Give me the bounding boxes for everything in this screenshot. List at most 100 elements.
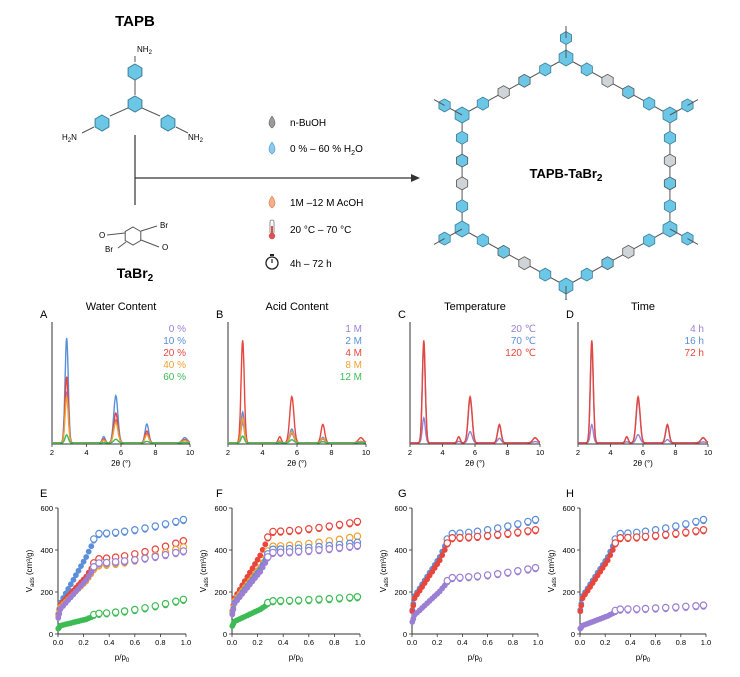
- panel-letter: H: [566, 488, 574, 500]
- svg-text:n-BuOH: n-BuOH: [290, 118, 326, 129]
- legend-entry: 4 M: [345, 348, 362, 359]
- desorption-point: [179, 595, 188, 604]
- y-tick-label: 200: [214, 588, 227, 597]
- legend-entry: 72 h: [685, 348, 704, 359]
- desorption-point: [161, 520, 170, 528]
- series-line: [52, 376, 191, 444]
- tapb-structure: NH2 H2N NH2: [62, 45, 204, 144]
- desorption-point: [624, 605, 632, 613]
- desorption-point: [325, 522, 334, 531]
- x-tick-label: 6: [641, 448, 645, 457]
- y-tick-label: 0: [49, 630, 53, 639]
- thermometer-icon: [268, 219, 276, 240]
- svg-text:4h – 72 h: 4h – 72 h: [290, 259, 332, 270]
- adsorption-point: [70, 576, 77, 583]
- condition-4: 20 °C – 70 °C: [268, 219, 351, 240]
- desorption-point: [513, 528, 522, 537]
- adsorption-point: [75, 567, 82, 574]
- desorption-point: [651, 531, 660, 540]
- desorption-point: [294, 547, 303, 556]
- desorption-point: [315, 595, 323, 604]
- adsorption-point: [80, 558, 87, 565]
- svg-text:0 % – 60 % H2O: 0 % – 60 % H2O: [290, 144, 363, 157]
- adsorption-point: [56, 610, 63, 617]
- desorption-point: [141, 554, 149, 563]
- desorption-point: [151, 545, 160, 554]
- adsorption-point: [252, 561, 258, 567]
- series-line: [52, 391, 191, 444]
- legend-entry: 16 h: [685, 336, 704, 347]
- desorption-point: [304, 595, 313, 604]
- desorption-point: [661, 524, 670, 532]
- x-tick-label: 10: [704, 448, 712, 457]
- desorption-point: [294, 526, 303, 534]
- adsorption-point: [85, 548, 92, 555]
- desorption-point: [161, 599, 170, 608]
- desorption-point: [335, 520, 344, 529]
- desorption-point: [90, 535, 98, 543]
- desorption-point: [524, 527, 532, 535]
- desorption-point: [315, 545, 323, 554]
- desorption-point: [120, 557, 129, 565]
- desorption-point: [503, 529, 512, 538]
- legend-entry: 20 %: [163, 348, 186, 359]
- desorption-point: [304, 546, 313, 555]
- y-tick-label: 600: [562, 504, 575, 513]
- panel-title: Acid Content: [266, 301, 329, 313]
- y-tick-label: 0: [403, 630, 407, 639]
- desorption-point: [353, 541, 362, 550]
- adsorption-point: [436, 557, 443, 564]
- panel-G: G 0.0 0.2 0.4 0.6 0.8 1.0 p/p0 0 200 400 600 Vads (c…: [379, 488, 543, 664]
- desorption-point: [524, 517, 532, 526]
- x-axis-label: p/p0: [115, 653, 130, 664]
- y-tick-label: 400: [40, 546, 53, 555]
- panel-A: A Water Content 2 4 6 8 10 2θ (°) 0 %10 %20 %40 …: [40, 301, 194, 468]
- x-tick-label: 8: [505, 448, 509, 457]
- desorption-point: [151, 522, 160, 530]
- desorption-point: [269, 527, 277, 536]
- desorption-point: [276, 596, 285, 605]
- x-tick-label: 8: [329, 448, 333, 457]
- adsorption-point: [609, 547, 616, 553]
- desorption-point: [483, 531, 492, 540]
- desorption-point: [531, 525, 540, 534]
- desorption-point: [151, 602, 160, 610]
- panel-letter: E: [40, 488, 47, 500]
- x-tick-label: 0.6: [482, 638, 492, 647]
- adsorption-point: [262, 560, 269, 566]
- y-axis-label: Vads (cm³/g): [547, 549, 558, 592]
- desorption-point: [503, 568, 512, 577]
- y-tick-label: 200: [562, 588, 575, 597]
- adsorption-point: [67, 581, 74, 588]
- series-line: [52, 394, 191, 444]
- panel-letter: A: [40, 309, 48, 321]
- panel-letter: C: [398, 309, 406, 321]
- panel-E: E 0.0 0.2 0.4 0.6 0.8 1.0 p/p0 0 200 400 600 Vads (c…: [25, 488, 191, 664]
- series-line: [578, 345, 709, 444]
- desorption-point: [464, 533, 473, 541]
- desorption-point: [531, 563, 540, 572]
- svg-text:20 °C – 70 °C: 20 °C – 70 °C: [290, 225, 351, 236]
- desorption-point: [263, 533, 272, 541]
- desorption-point: [699, 515, 708, 524]
- x-tick-label: 10: [536, 448, 544, 457]
- desorption-point: [616, 533, 625, 542]
- panel-B: B Acid Content 2 4 6 8 10 2θ (°) 1 M2 M4 M8 M12 …: [216, 301, 370, 468]
- x-tick-label: 0.6: [650, 638, 660, 647]
- y-axis-label: Vads (cm³/g): [25, 549, 36, 592]
- desorption-point: [493, 530, 502, 539]
- desorption-point: [172, 548, 180, 557]
- desorption-point: [616, 605, 625, 614]
- svg-text:1M –12 M AcOH: 1M –12 M AcOH: [290, 198, 363, 209]
- condition-3: 1M –12 M AcOH: [268, 195, 363, 209]
- desorption-point: [345, 542, 354, 551]
- desorption-point: [353, 532, 362, 541]
- x-tick-label: 0.6: [304, 638, 314, 647]
- panel-title: Temperature: [444, 301, 506, 313]
- x-tick-label: 0.4: [457, 638, 467, 647]
- desorption-point: [524, 565, 532, 573]
- desorption-point: [473, 532, 482, 541]
- y-tick-label: 600: [40, 504, 53, 513]
- desorption-point: [90, 562, 98, 571]
- series-line: [410, 340, 541, 444]
